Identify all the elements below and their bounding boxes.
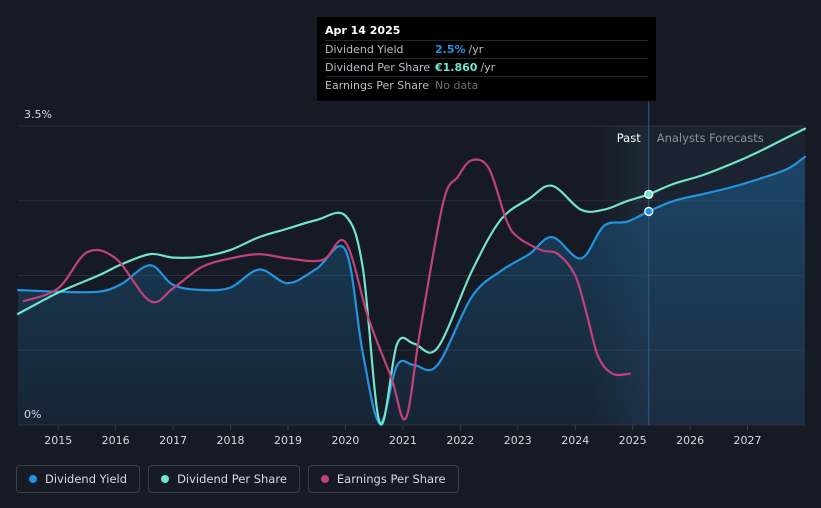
x-tick-label: 2027 <box>734 434 762 447</box>
tooltip-unit: /yr <box>480 61 496 74</box>
y-tick-label-top: 3.5% <box>24 108 52 121</box>
x-tick-label: 2018 <box>217 434 245 447</box>
y-tick-label-bottom: 0% <box>24 408 41 421</box>
x-tick-label: 2021 <box>389 434 417 447</box>
x-tick-label: 2016 <box>102 434 130 447</box>
tooltip-label: Earnings Per Share <box>325 79 430 92</box>
legend-dot-icon <box>29 475 37 483</box>
series-line-earnings-per-share <box>22 158 631 421</box>
tooltip: Apr 14 2025 Dividend Yield 2.5% /yr Divi… <box>317 17 656 101</box>
hover-point-dividend-yield <box>644 206 654 217</box>
legend-item-dividend-per-share[interactable]: Dividend Per Share <box>148 465 300 493</box>
series-line-dividend-per-share <box>16 127 807 426</box>
tooltip-label: Dividend Per Share <box>325 61 431 74</box>
x-tick-label: 2017 <box>159 434 187 447</box>
tooltip-value: 2.5% <box>435 43 466 56</box>
x-axis-ticks: 2015 2016 2017 2018 2019 2020 2021 2022 2023 2024… <box>44 425 762 447</box>
forecast-label: Analysts Forecasts <box>657 131 764 145</box>
x-tick-label: 2026 <box>676 434 704 447</box>
x-tick-label: 2022 <box>446 434 474 447</box>
tooltip-value: No data <box>435 79 479 92</box>
legend-label: Earnings Per Share <box>336 472 446 486</box>
tooltip-label: Dividend Yield <box>325 43 404 56</box>
hover-point-dividend-per-share <box>644 189 654 199</box>
legend-dot-icon <box>161 475 170 483</box>
legend-dot-icon <box>320 475 329 483</box>
hover-markers <box>644 189 654 217</box>
legend-item-dividend-yield[interactable]: Dividend Yield <box>16 465 141 493</box>
tooltip-row-dividend-per-share: Dividend Per Share €1.860 /yr <box>325 58 648 76</box>
legend-item-earnings-per-share[interactable]: Earnings Per Share <box>307 465 459 493</box>
x-tick-label: 2015 <box>44 434 72 447</box>
tooltip-row-dividend-yield: Dividend Yield 2.5% /yr <box>325 40 648 58</box>
x-tick-label: 2019 <box>274 434 302 447</box>
series-lines <box>16 127 807 426</box>
legend-label: Dividend Per Share <box>177 472 287 486</box>
legend: Dividend Yield Dividend Per Share Earnin… <box>16 465 459 493</box>
tooltip-row-earnings-per-share: Earnings Per Share No data <box>325 76 648 94</box>
tooltip-value: €1.860 <box>435 61 478 74</box>
past-label: Past <box>617 131 641 145</box>
tooltip-date: Apr 14 2025 <box>325 24 401 37</box>
series-line-dividend-yield <box>16 155 807 425</box>
x-tick-label: 2024 <box>561 434 589 447</box>
x-tick-label: 2020 <box>331 434 359 447</box>
tooltip-unit: /yr <box>468 43 484 56</box>
x-tick-label: 2025 <box>619 434 647 447</box>
x-tick-label: 2023 <box>504 434 532 447</box>
legend-label: Dividend Yield <box>45 472 128 486</box>
